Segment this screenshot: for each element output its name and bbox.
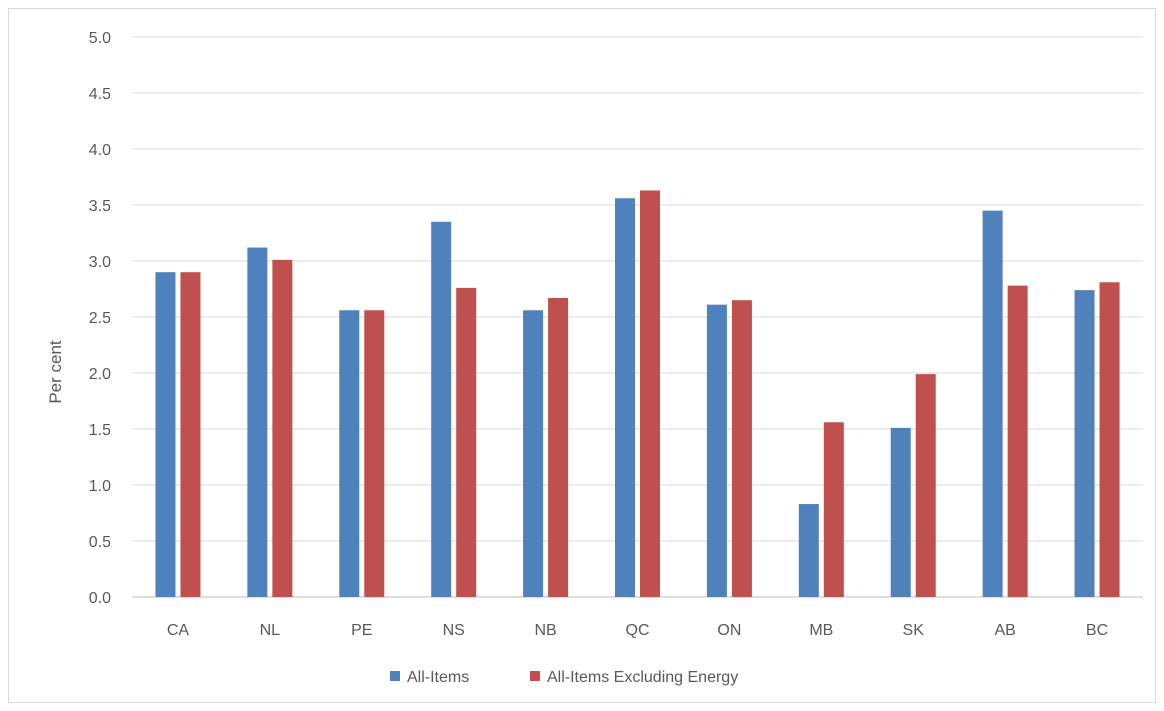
bar-ab-all-items [982, 210, 1003, 597]
x-tick-label: NL [260, 622, 281, 639]
bar-sk-all-items [890, 427, 911, 597]
bar-bc-excluding-energy [1099, 282, 1120, 597]
bar-qc-excluding-energy [640, 190, 660, 597]
y-tick-label: 3.0 [89, 254, 111, 271]
bar-nb-all-items [523, 310, 544, 597]
x-tick-label: ON [717, 622, 741, 639]
bar-on-excluding-energy [731, 300, 752, 597]
legend-swatch [530, 671, 540, 681]
bar-nl-all-items [247, 247, 268, 597]
y-tick-label: 4.0 [89, 142, 111, 159]
bar-on-all-items [706, 304, 727, 597]
bars [155, 190, 1120, 598]
bar-ab-excluding-energy [1007, 285, 1028, 597]
legend: All-Items All-Items Excluding Energy [390, 669, 738, 686]
y-tick-label: 0.5 [89, 534, 111, 551]
x-tick-label: NS [443, 622, 465, 639]
x-tick-label: MB [809, 622, 833, 639]
y-tick-label: 2.0 [89, 366, 111, 383]
bar-nl-excluding-energy [272, 259, 293, 597]
y-tick-label: 5.0 [89, 30, 111, 47]
legend-label: All-Items Excluding Energy [547, 669, 738, 686]
x-tick-label: BC [1086, 622, 1108, 639]
bar-mb-all-items [798, 504, 819, 597]
legend-swatch [390, 671, 400, 681]
y-tick-label: 1.0 [89, 478, 111, 495]
y-tick-label: 1.5 [89, 422, 111, 439]
legend-label: All-Items [407, 669, 469, 686]
bar-bc-all-items [1074, 290, 1095, 597]
y-axis-tick-labels: 0.0 0.5 1.0 1.5 2.0 2.5 3.0 3.5 4.0 4.5 5.0 [89, 30, 111, 607]
y-axis-title: Per cent [46, 340, 65, 404]
bar-mb-excluding-energy [823, 422, 844, 597]
y-tick-label: 2.5 [89, 310, 111, 327]
x-tick-label: NB [534, 622, 556, 639]
bar-qc-all-items [615, 198, 635, 597]
bar-pe-all-items [339, 310, 360, 597]
y-tick-label: 4.5 [89, 86, 111, 103]
bar-ca-all-items [155, 272, 176, 597]
gridlines [132, 36, 1143, 598]
x-axis-tick-labels: CA NL PE NS NB QC ON MB SK AB BC [167, 622, 1108, 639]
bar-nb-excluding-energy [548, 297, 569, 597]
x-tick-label: AB [994, 622, 1015, 639]
bar-sk-excluding-energy [915, 374, 936, 597]
bar-ca-excluding-energy [180, 272, 201, 597]
x-tick-label: SK [903, 622, 925, 639]
bar-ns-all-items [431, 221, 452, 598]
x-tick-label: CA [167, 622, 190, 639]
y-tick-label: 0.0 [89, 590, 111, 607]
x-tick-label: QC [626, 622, 650, 639]
y-tick-label: 3.5 [89, 198, 111, 215]
bar-ns-excluding-energy [456, 287, 477, 597]
x-tick-label: PE [351, 622, 372, 639]
bar-pe-excluding-energy [364, 310, 385, 597]
